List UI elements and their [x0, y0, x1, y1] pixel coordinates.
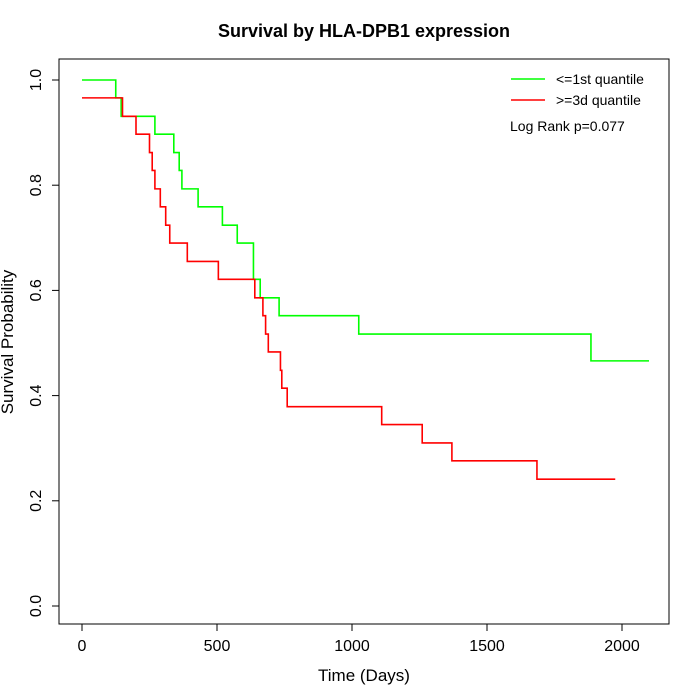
- x-tick-label: 1500: [469, 638, 505, 655]
- plot-frame: [58, 58, 670, 625]
- y-tick-label: 0.0: [28, 595, 45, 617]
- legend: <=1st quantile >=3d quantile: [511, 71, 644, 108]
- y-tick-label: 0.8: [28, 174, 45, 196]
- y-tick-label: 0.6: [28, 279, 45, 301]
- log-rank-annotation: Log Rank p=0.077: [510, 118, 625, 134]
- x-axis-label: Time (Days): [318, 666, 410, 685]
- x-tick-label: 0: [78, 638, 87, 655]
- x-tick-label: 1000: [334, 638, 370, 655]
- y-tick-label: 0.2: [28, 490, 45, 512]
- series-layer: [82, 79, 649, 481]
- y-tick-label: 1.0: [28, 69, 45, 91]
- legend-label-high: >=3d quantile: [556, 92, 641, 108]
- y-tick-label: 0.4: [28, 384, 45, 406]
- legend-label-low: <=1st quantile: [556, 71, 644, 87]
- y-axis-label: Survival Probability: [0, 269, 17, 414]
- survival-curve-low: [82, 79, 649, 362]
- x-tick-label: 2000: [604, 638, 640, 655]
- survival-curve-high: [82, 97, 616, 481]
- x-tick-label: 500: [204, 638, 231, 655]
- y-axis: 0.0 0.2 0.4 0.6 0.8 1.0: [28, 69, 60, 617]
- chart-title: Survival by HLA-DPB1 expression: [218, 21, 510, 41]
- x-axis: 0 500 1000 1500 2000: [78, 623, 640, 655]
